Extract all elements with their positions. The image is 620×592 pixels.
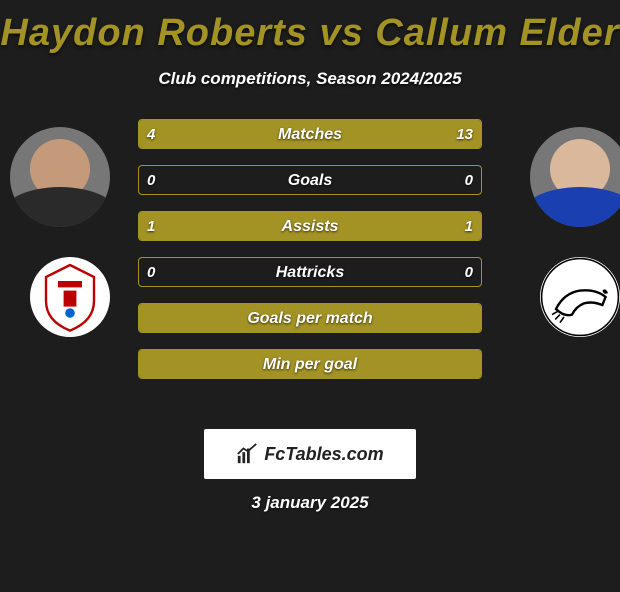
- player-right-avatar: [530, 127, 620, 227]
- comparison-subtitle: Club competitions, Season 2024/2025: [0, 69, 620, 89]
- stat-row: Min per goal: [138, 349, 482, 379]
- stat-label: Goals per match: [139, 304, 481, 333]
- club-left-badge: [30, 257, 110, 337]
- stat-row: 11Assists: [138, 211, 482, 241]
- stat-row: Goals per match: [138, 303, 482, 333]
- comparison-stage: 413Matches 00Goals 11Assists 00Hattricks Goa…: [0, 119, 620, 419]
- stat-row: 413Matches: [138, 119, 482, 149]
- stat-label: Goals: [139, 166, 481, 195]
- stat-row: 00Goals: [138, 165, 482, 195]
- stat-row: 00Hattricks: [138, 257, 482, 287]
- player-left-avatar: [10, 127, 110, 227]
- stat-label: Assists: [139, 212, 481, 241]
- stat-label: Matches: [139, 120, 481, 149]
- club-right-badge: [540, 257, 620, 337]
- brand-text: FcTables.com: [264, 444, 383, 465]
- avatar-body: [530, 187, 620, 227]
- brand-badge: FcTables.com: [204, 429, 416, 479]
- avatar-body: [10, 187, 110, 227]
- stat-label: Hattricks: [139, 258, 481, 287]
- comparison-title: Haydon Roberts vs Callum Elder: [0, 12, 620, 55]
- stat-label: Min per goal: [139, 350, 481, 379]
- snapshot-date: 3 january 2025: [0, 493, 620, 513]
- stat-bars: 413Matches 00Goals 11Assists 00Hattricks Goa…: [138, 119, 482, 395]
- brand-chart-icon: [236, 443, 258, 465]
